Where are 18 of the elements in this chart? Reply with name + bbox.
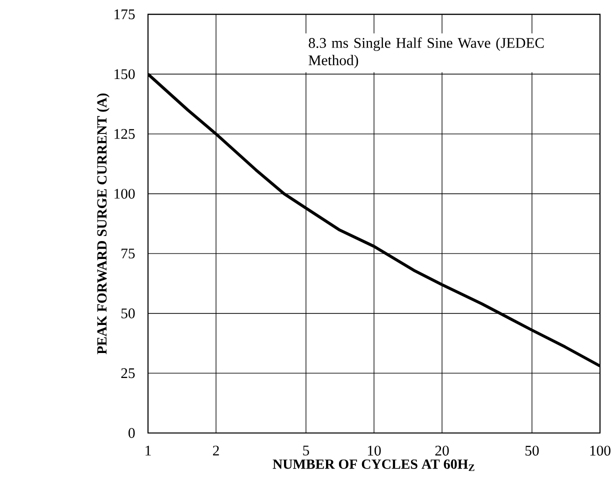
x-tick-label: 100: [590, 446, 610, 456]
x-tick-label: 5: [303, 446, 310, 456]
x-tick-label: 20: [435, 446, 449, 456]
y-axis-title: PEAK FORWARD SURGE CURRENT (A): [96, 94, 110, 354]
y-tick-label: 175: [114, 9, 135, 20]
y-tick-label: 0: [128, 428, 135, 438]
x-axis-title: NUMBER OF CYCLES AT 60H$_{Z}$: [272, 459, 474, 471]
y-tick-label: 150: [114, 69, 135, 80]
x-tick-label: 10: [368, 446, 381, 456]
y-tick-label: 100: [114, 188, 135, 199]
x-tick-label: 2: [213, 446, 219, 456]
y-tick-label: 125: [114, 129, 135, 139]
x-tick-label: 50: [525, 446, 539, 456]
x-tick-label: 1: [146, 446, 151, 456]
y-tick-label: 75: [122, 248, 135, 258]
annotation: 8.3 ms Single Half Sine Wave (JEDEC Method): [308, 37, 544, 68]
y-tick-label: 25: [121, 368, 135, 378]
y-tick-label: 50: [121, 308, 135, 318]
